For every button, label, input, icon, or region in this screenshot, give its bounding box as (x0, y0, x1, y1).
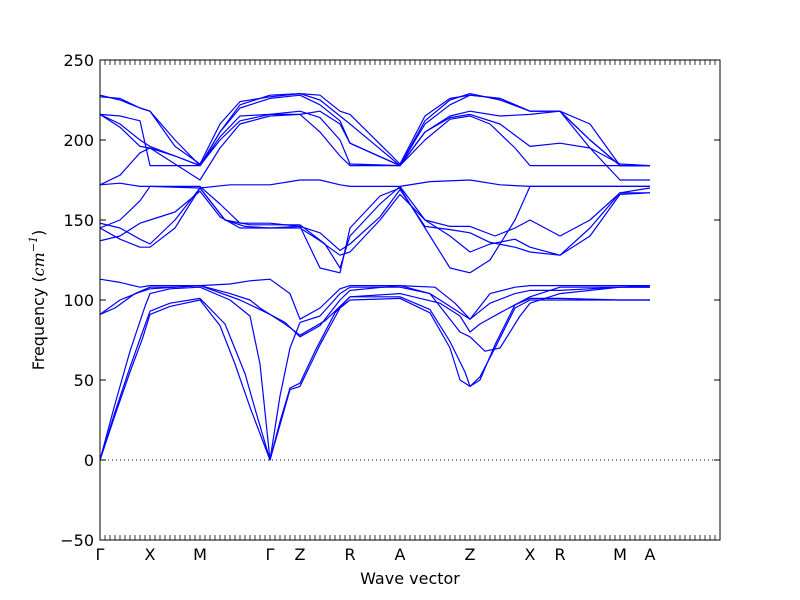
x-kpoint-label: X (525, 545, 536, 564)
y-tick-label: 150 (63, 211, 94, 230)
phonon-branch-10 (100, 185, 650, 274)
phonon-branch-8 (100, 187, 650, 256)
phonon-branch-3 (100, 286, 650, 461)
phonon-branch-14 (100, 110, 650, 181)
phonon-branch-15 (100, 94, 650, 167)
y-tick-label: 50 (74, 371, 94, 390)
phonon-branch-17 (100, 93, 650, 167)
x-axis-title: Wave vector (360, 569, 460, 588)
phonon-branch-9 (100, 185, 651, 269)
y-axis-title-suffix: ) (29, 230, 48, 236)
phonon-branch-11 (100, 179, 650, 189)
x-kpoint-label: A (645, 545, 656, 564)
y-tick-label: 250 (63, 51, 94, 70)
y-axis-title: Frequency (cm−1) (27, 230, 48, 371)
x-kpoint-label: Γ (266, 545, 275, 564)
y-tick-label: 0 (84, 451, 94, 470)
phonon-branch-5 (100, 285, 650, 336)
x-kpoint-label: Z (465, 545, 476, 564)
x-kpoint-label: Γ (96, 545, 105, 564)
x-kpoint-label: Z (295, 545, 306, 564)
phonon-branch-6 (100, 278, 650, 320)
y-axis: −50 0 50 100 150 200 250 (60, 51, 720, 550)
y-tick-label: 200 (63, 131, 94, 150)
phonon-branch-12 (100, 113, 650, 186)
y-axis-title-prefix: Frequency ( (29, 276, 48, 370)
phonon-branch-2 (100, 296, 650, 461)
y-tick-label: 100 (63, 291, 94, 310)
x-kpoint-label: R (554, 545, 565, 564)
y-axis-title-unit: cm (29, 252, 48, 276)
series-layer (100, 93, 651, 461)
x-kpoint-label: M (193, 545, 207, 564)
x-kpoint-label: M (613, 545, 627, 564)
y-tick-label: −50 (60, 531, 94, 550)
phonon-branch-7 (100, 190, 651, 256)
phonon-branch-1 (100, 297, 650, 461)
x-kpoint-label: A (395, 545, 406, 564)
y-axis-title-exponent: −1 (27, 236, 40, 252)
x-kpoint-label: X (145, 545, 156, 564)
x-kpoint-label: R (344, 545, 355, 564)
